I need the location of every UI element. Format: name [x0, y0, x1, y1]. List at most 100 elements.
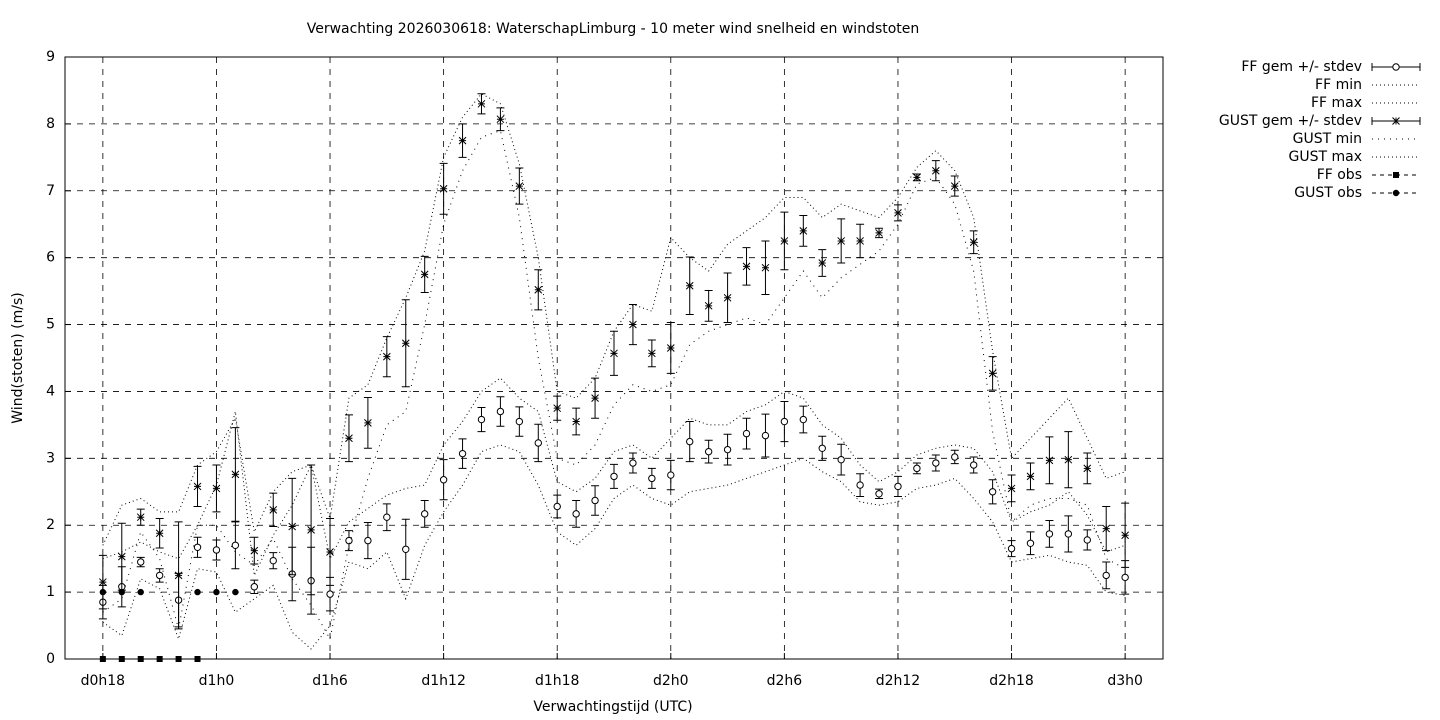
x-tick-label: d2h0 [653, 673, 689, 689]
y-tick-label: 9 [46, 49, 55, 65]
point [913, 173, 921, 182]
point [1392, 189, 1400, 197]
point [1064, 455, 1073, 464]
x-tick-label: d1h0 [199, 673, 235, 689]
point [894, 208, 902, 217]
point [99, 656, 106, 662]
point [515, 417, 524, 426]
legend-item: GUST gem +/- stdev [1219, 113, 1421, 129]
point [534, 285, 543, 294]
point [401, 339, 410, 348]
point [969, 238, 978, 247]
legend-item: GUST min [1293, 131, 1420, 147]
point [307, 526, 315, 534]
point [458, 449, 467, 458]
x-tick-label: d2h12 [876, 673, 920, 689]
point [137, 588, 144, 596]
point [99, 578, 107, 586]
point [837, 237, 846, 245]
point [382, 352, 391, 361]
point [496, 407, 505, 416]
y-tick-label: 3 [46, 450, 55, 466]
series-line [102, 93, 1126, 546]
point [666, 344, 675, 352]
point [174, 571, 183, 580]
y-tick-label: 4 [46, 383, 55, 399]
point [875, 490, 883, 498]
point [667, 471, 675, 479]
point [269, 505, 278, 514]
point [591, 394, 599, 402]
point [477, 99, 486, 108]
point [99, 588, 107, 596]
point [988, 488, 997, 496]
point [1121, 573, 1129, 582]
point [818, 444, 826, 452]
legend-item: GUST max [1289, 149, 1420, 165]
point [156, 656, 163, 662]
x-tick-label: d3h0 [1107, 673, 1143, 689]
point [137, 656, 144, 662]
point [780, 237, 789, 245]
legend-label: FF min [1315, 77, 1362, 93]
legend-item: GUST obs [1294, 185, 1420, 201]
legend-label: GUST min [1293, 131, 1362, 147]
point [723, 445, 732, 454]
point [402, 545, 410, 554]
point [213, 588, 220, 596]
x-tick-label: d1h6 [312, 673, 348, 689]
point [212, 484, 221, 493]
point [780, 417, 789, 426]
point [1083, 464, 1092, 473]
legend-label: FF obs [1317, 167, 1362, 183]
point [326, 548, 334, 556]
point [118, 588, 125, 596]
point [458, 136, 467, 145]
plot-frame [64, 56, 1164, 660]
point [685, 281, 694, 290]
legend-label: GUST gem +/- stdev [1219, 113, 1362, 129]
point [799, 415, 808, 424]
point [288, 522, 297, 531]
legend-item: FF max [1311, 95, 1420, 111]
point [931, 166, 940, 175]
point [932, 459, 940, 467]
point [894, 482, 902, 491]
x-tick-label: d2h18 [989, 673, 1033, 689]
legend-item: FF obs [1317, 167, 1420, 183]
point [175, 656, 182, 662]
point [950, 182, 959, 190]
point [439, 476, 448, 484]
legend-label: FF max [1311, 95, 1362, 111]
point [118, 656, 125, 662]
legend-item: FF gem +/- stdev [1241, 59, 1421, 75]
point [856, 481, 864, 489]
point [1026, 539, 1035, 547]
point [1064, 530, 1073, 538]
point [193, 543, 202, 551]
point [194, 588, 201, 596]
point [951, 453, 959, 461]
point [742, 429, 751, 438]
point [1102, 524, 1111, 533]
point [1392, 117, 1400, 125]
point [194, 656, 201, 662]
point [155, 571, 164, 580]
point [875, 229, 883, 237]
series-line [102, 444, 1126, 650]
y-tick-label: 7 [46, 183, 55, 199]
point [364, 536, 372, 545]
point [742, 262, 751, 271]
point [1007, 484, 1016, 493]
point [477, 415, 486, 424]
point [856, 237, 864, 245]
point [761, 263, 770, 272]
point [648, 474, 656, 483]
y-tick-label: 1 [46, 584, 55, 600]
point [553, 502, 561, 511]
y-axis-label: Wind(stoten) (m/s) [10, 292, 26, 423]
point [969, 461, 978, 469]
point [231, 541, 240, 549]
point [591, 496, 599, 505]
